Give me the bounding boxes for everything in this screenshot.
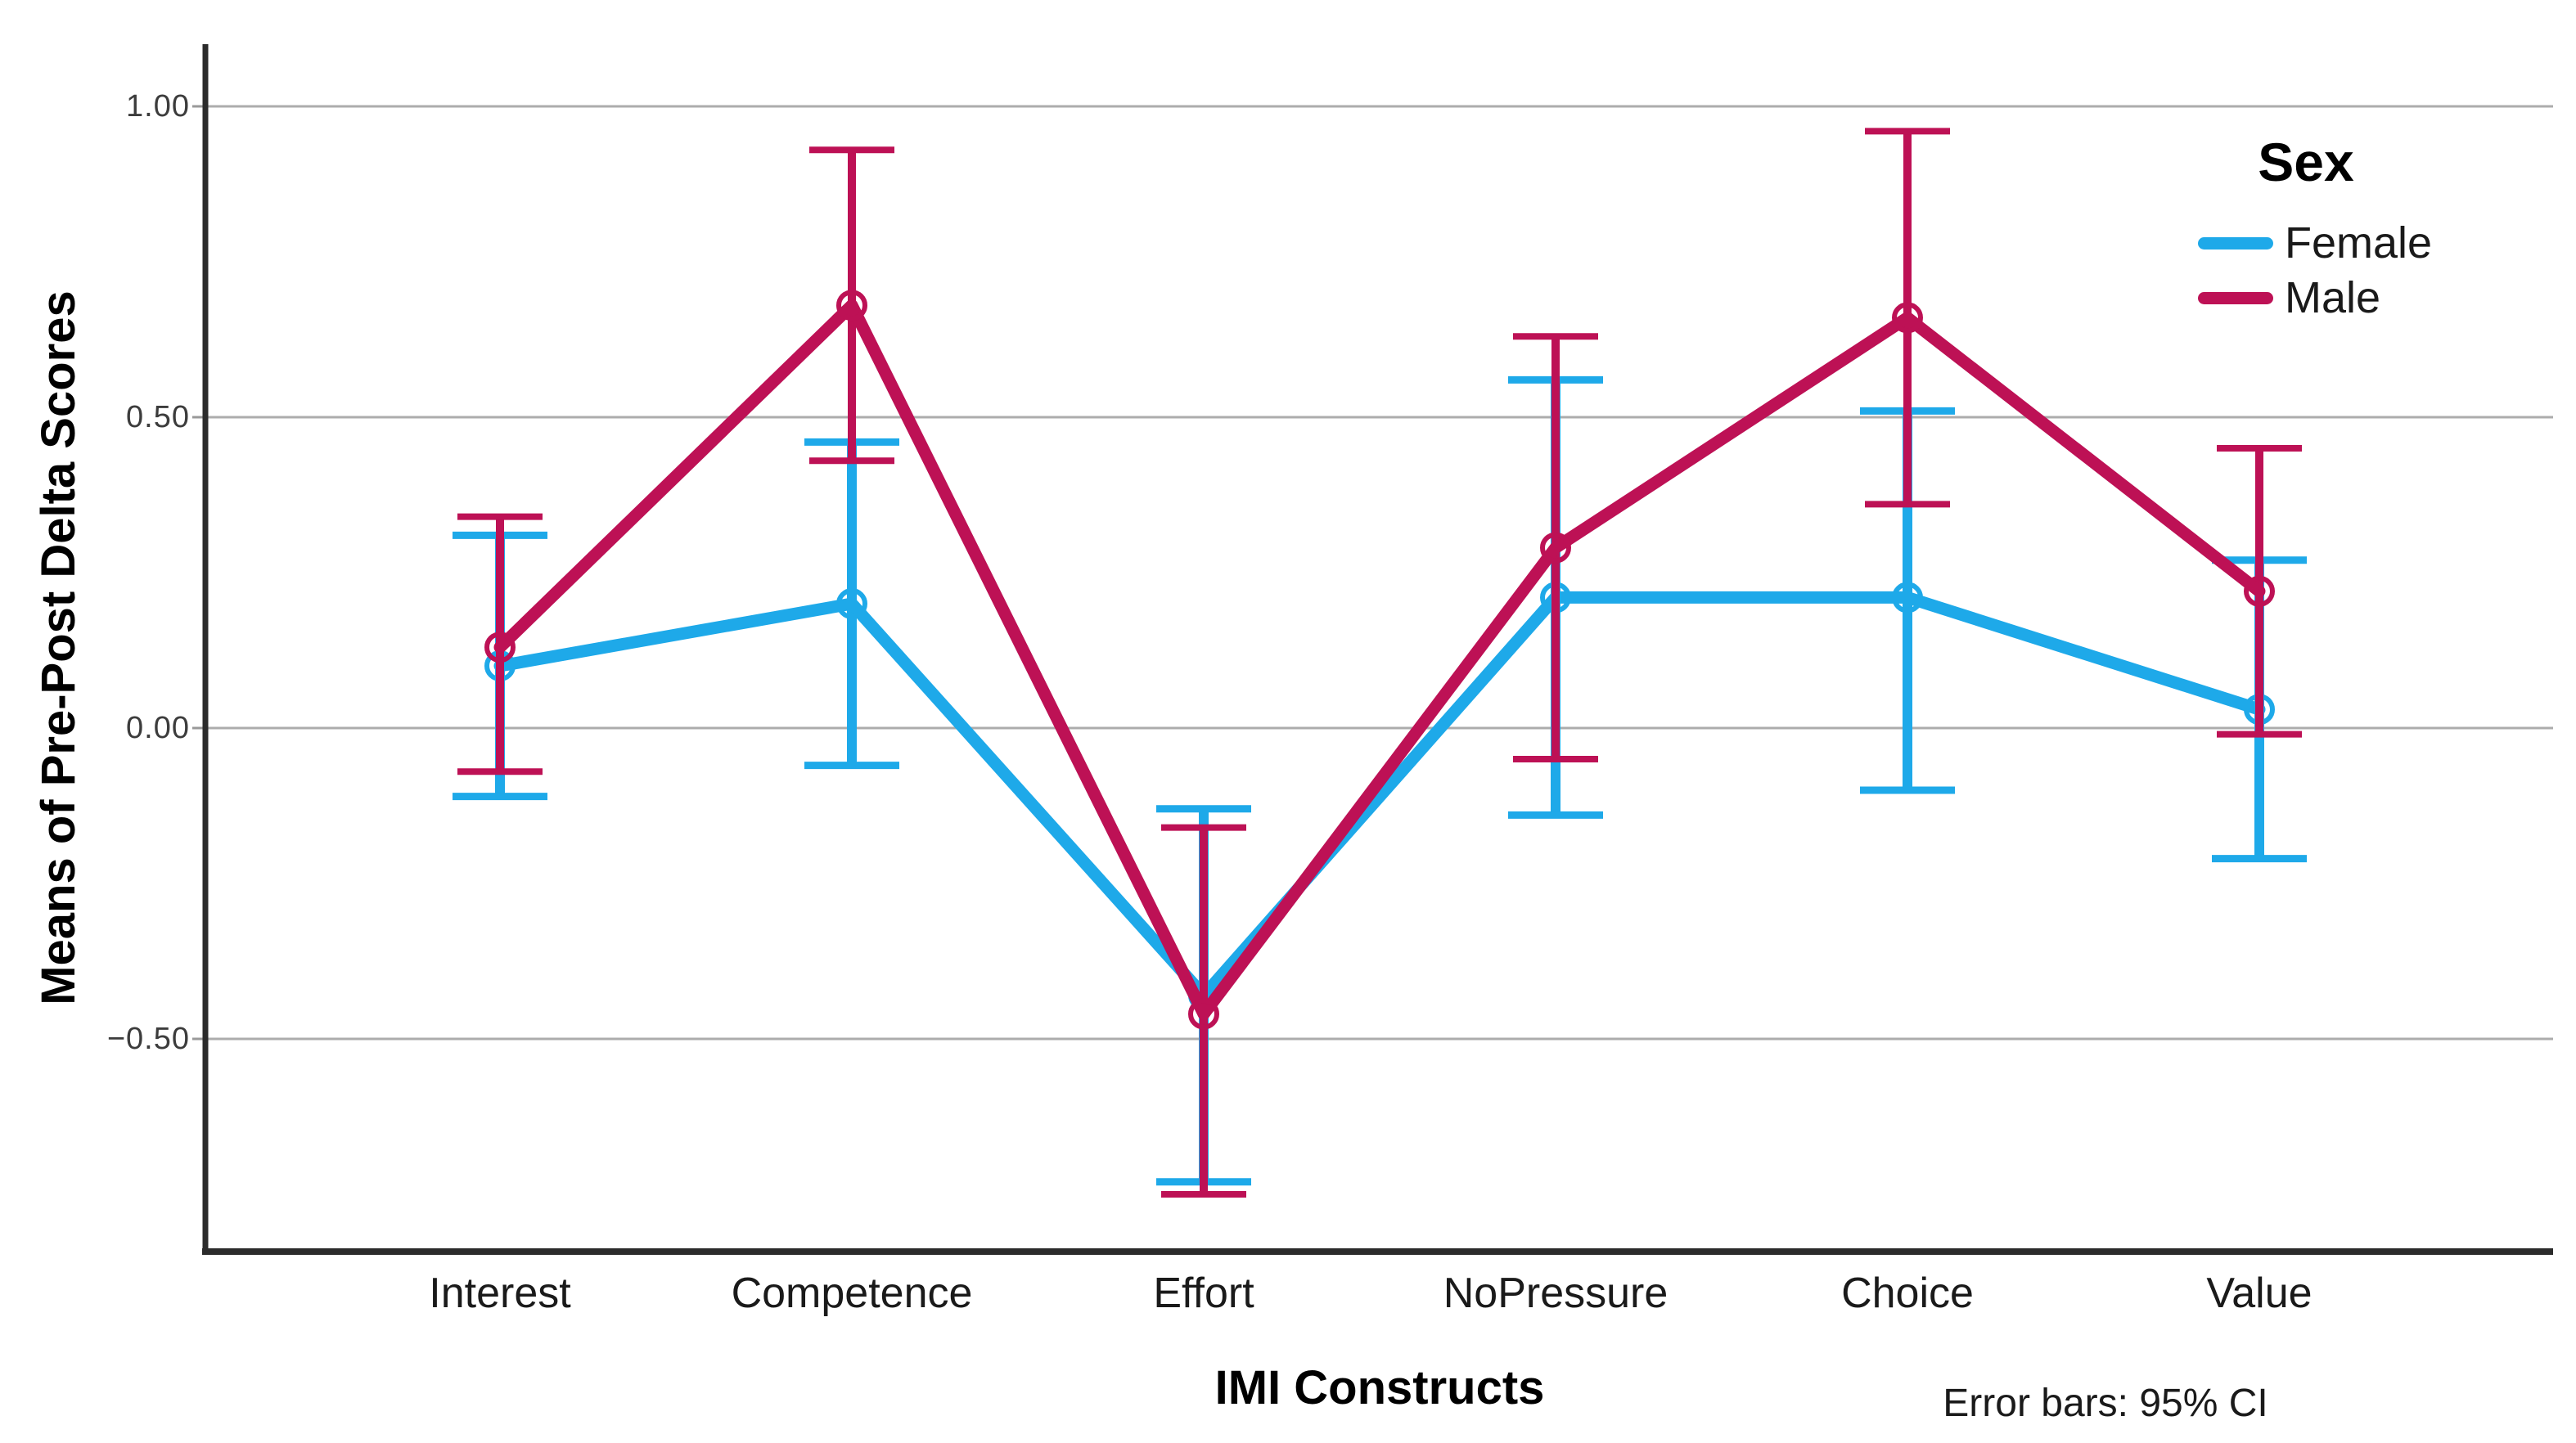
y-tick-label: −0.50 [106, 1022, 190, 1056]
marker-male-competence [836, 290, 867, 321]
series-line-male [493, 299, 2266, 1021]
female-line-swatch-icon [2198, 237, 2273, 249]
marker-male-interest [484, 632, 516, 663]
error-bars-footnote: Error bars: 95% CI [1943, 1382, 2268, 1425]
legend-label-male: Male [2285, 273, 2381, 322]
x-axis-title: IMI Constructs [1214, 1361, 1545, 1414]
category-label-choice: Choice [1841, 1270, 1974, 1317]
marker-male-choice [1892, 302, 1923, 334]
marker-male-value [2244, 575, 2275, 607]
legend-label-female: Female [2285, 218, 2433, 267]
marker-female-choice [1892, 582, 1923, 614]
y-tick-label: 1.00 [126, 89, 190, 124]
category-label-nopressure: NoPressure [1443, 1270, 1669, 1317]
male-line-swatch-icon [2198, 292, 2273, 304]
series-line-female [493, 591, 2266, 1002]
marker-male-nopressure [1540, 532, 1571, 564]
category-label-value: Value [2206, 1270, 2313, 1317]
y-tick-label: 0.00 [126, 711, 190, 745]
y-tick-label: 0.50 [126, 400, 190, 434]
y-axis-title: Means of Pre-Post Delta Scores [32, 290, 85, 1005]
legend-title: Sex [2258, 132, 2354, 192]
category-label-competence: Competence [731, 1270, 973, 1317]
category-label-interest: Interest [429, 1270, 571, 1317]
marker-male-effort [1188, 998, 1219, 1030]
category-label-effort: Effort [1153, 1270, 1254, 1317]
marker-female-competence [836, 588, 867, 619]
